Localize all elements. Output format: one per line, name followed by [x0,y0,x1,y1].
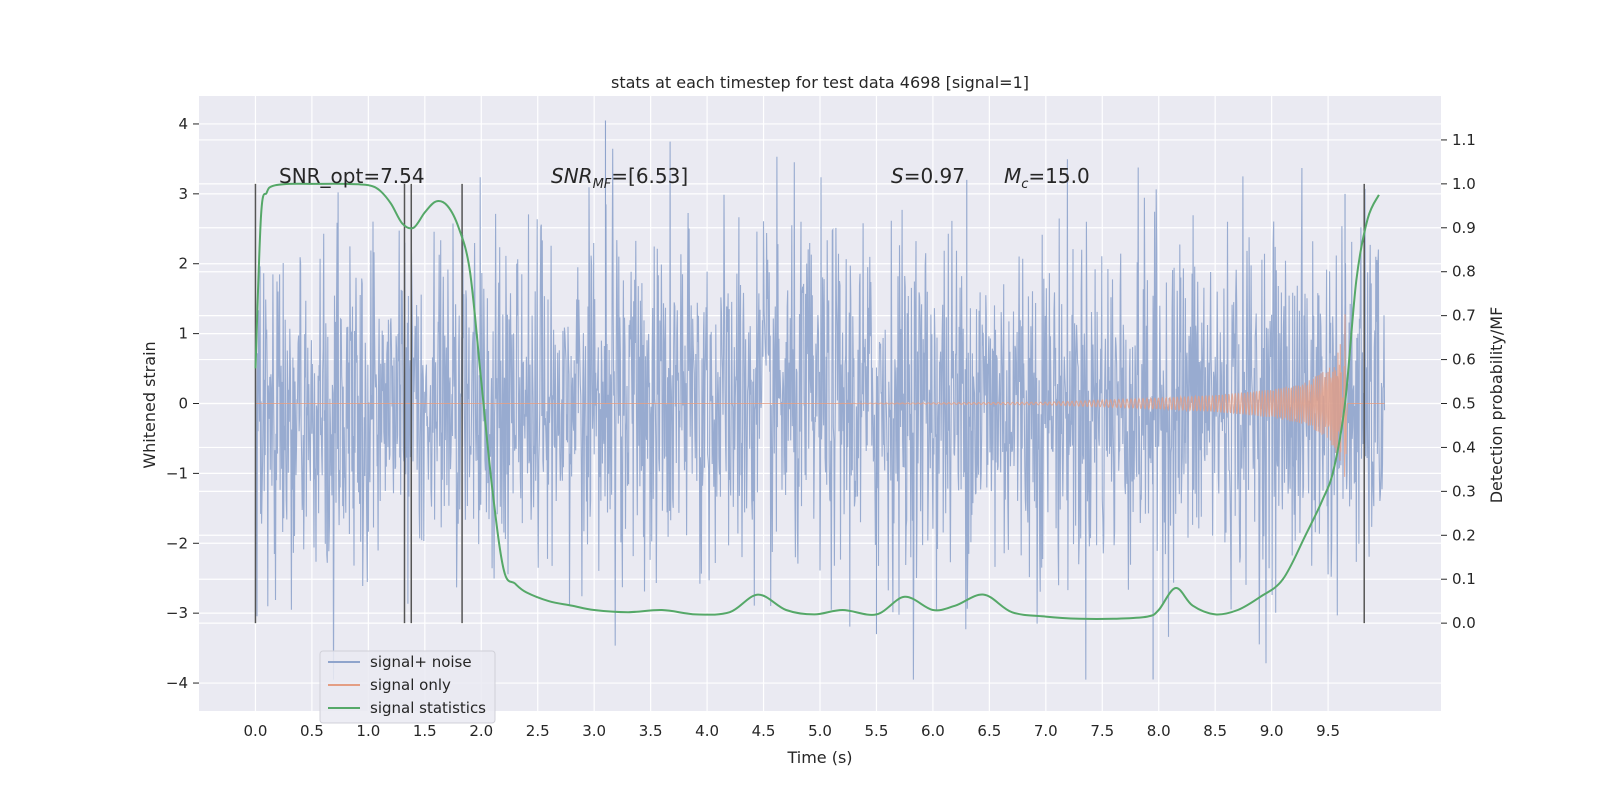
x-tick-label: 2.5 [526,722,550,740]
y2-tick-label: 0.6 [1452,351,1476,369]
y-tick-label: −1 [166,464,188,482]
x-tick-label: 7.0 [1034,722,1058,740]
x-tick-label: 5.5 [865,722,889,740]
x-tick-label: 9.5 [1316,722,1340,740]
mc-value: =15.0 [1028,164,1089,188]
x-tick-label: 5.0 [808,722,832,740]
y-tick-label: −4 [166,674,188,692]
y2-tick-label: 0.5 [1452,395,1476,413]
y2-tick-label: 0.0 [1452,614,1476,632]
y-tick-label: −3 [166,604,188,622]
x-tick-label: 0.0 [244,722,268,740]
s-var: S [891,164,904,188]
legend-label-signal-noise: signal+ noise [370,653,472,671]
x-tick-label: 8.0 [1147,722,1171,740]
snr-mf-value: =[6.53] [611,164,688,188]
y2-axis-label: Detection probability/MF [1487,307,1506,504]
y-tick-label: 3 [178,185,188,203]
snr-mf-main: SNR [551,164,593,188]
series-signal-statistics [254,182,1380,621]
legend: signal+ noise signal only signal statist… [319,650,496,724]
y2-tick-label: 0.1 [1452,570,1476,588]
y2-tick-label: 0.4 [1452,438,1476,456]
y-tick-label: 4 [178,115,188,133]
x-axis-label: Time (s) [786,748,852,767]
y-axis-label: Whitened strain [140,341,159,468]
y-tick-label: −2 [166,534,188,552]
x-tick-label: 0.5 [300,722,324,740]
annotation-mc: Mc=15.0 [1004,164,1090,192]
snr-mf-sub: MF [593,177,612,192]
series-signal-only [255,314,1385,477]
y2-tick-label: 1.1 [1452,131,1476,149]
x-tick-label: 3.0 [582,722,606,740]
legend-box [319,650,496,724]
vertical-markers [254,183,1365,624]
x-tick-label: 3.5 [639,722,663,740]
signal-only-line [255,314,1385,477]
y2-axis-ticks: 1.1 1.0 0.9 0.8 0.7 0.6 0.5 0.4 0.3 0.2 0.1 0.0 [1441,131,1476,632]
y-tick-label: 0 [178,395,188,413]
y2-tick-label: 0.8 [1452,263,1476,281]
x-tick-label: 9.0 [1260,722,1284,740]
x-tick-label: 4.5 [752,722,776,740]
x-tick-label: 1.0 [356,722,380,740]
s-value: =0.97 [904,164,965,188]
x-tick-label: 6.0 [921,722,945,740]
signal-noise-line [254,141,1386,680]
y2-tick-label: 0.3 [1452,482,1476,500]
x-tick-label: 8.5 [1203,722,1227,740]
x-tick-label: 4.0 [695,722,719,740]
y-tick-label: 1 [178,325,188,343]
x-tick-label: 2.0 [469,722,493,740]
x-axis-ticks: 0.0 0.5 1.0 1.5 2.0 2.5 3.0 3.5 4.0 4.5 5.0 5.5 6.0 6… [244,722,1340,740]
x-tick-label: 1.5 [413,722,437,740]
mc-var: M [1004,164,1021,188]
x-tick-label: 6.5 [977,722,1001,740]
y-tick-label: 2 [178,255,188,273]
chart-title: stats at each timestep for test data 469… [611,73,1029,92]
annotation-s: S=0.97 [891,164,965,188]
annotation-snr-opt: SNR_opt=7.54 [279,164,425,188]
annotation-snr-mf: SNRMF=[6.53] [551,164,688,192]
y-axis-ticks: 4 3 2 1 0 −1 −2 −3 −4 [166,115,199,692]
y2-tick-label: 1.0 [1452,175,1476,193]
legend-label-signal-statistics: signal statistics [370,699,486,717]
mc-sub: c [1021,177,1028,192]
signal-statistics-line [254,182,1380,621]
y2-tick-label: 0.9 [1452,219,1476,237]
x-tick-label: 7.5 [1090,722,1114,740]
series-signal-noise [254,120,1386,680]
y2-tick-label: 0.2 [1452,526,1476,544]
legend-label-signal-only: signal only [370,676,451,694]
y2-tick-label: 0.7 [1452,307,1476,325]
